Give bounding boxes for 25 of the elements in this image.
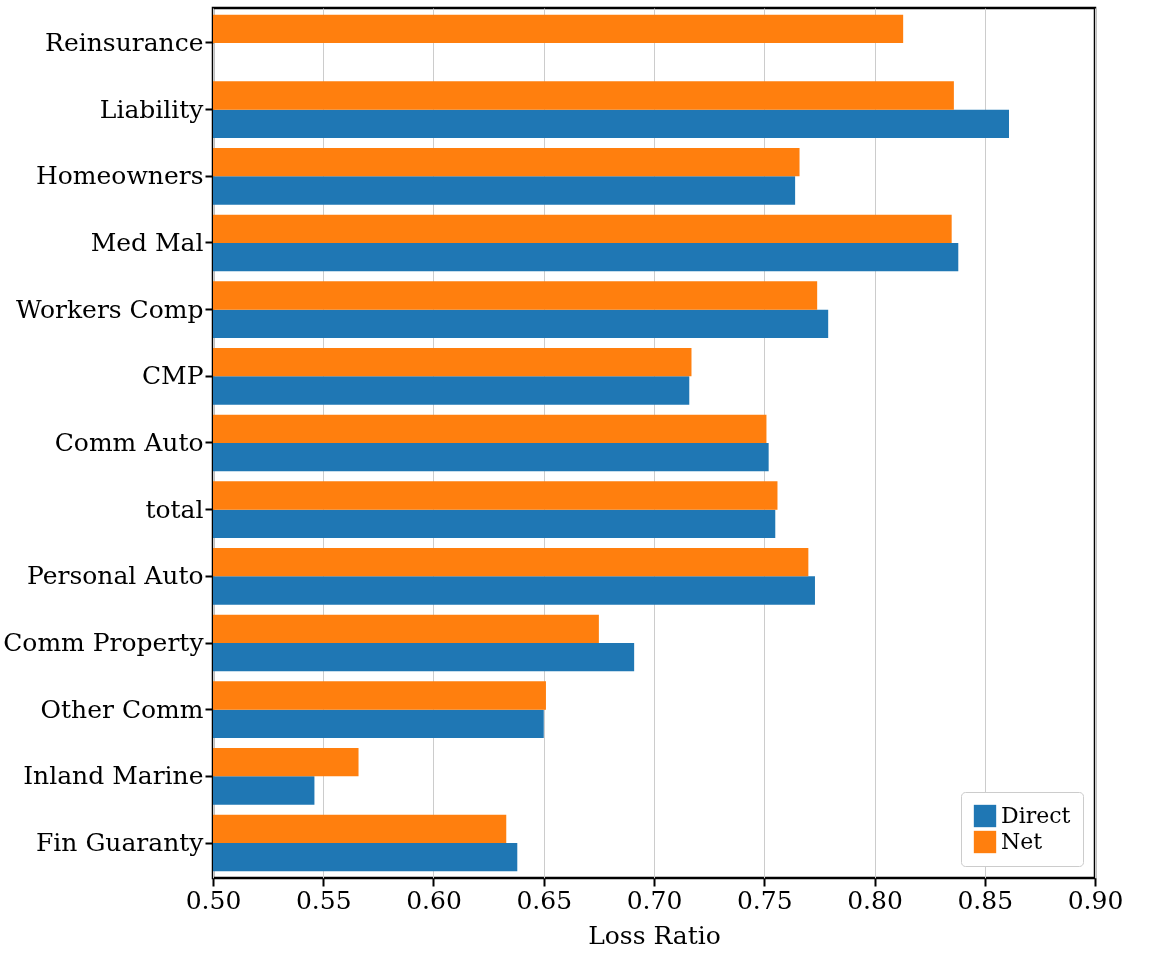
y-tick-label: Homeowners <box>36 161 204 191</box>
y-tick-label: total <box>145 494 204 524</box>
y-tick-label: Other Comm <box>40 694 204 724</box>
x-axis-title: Loss Ratio <box>588 920 721 950</box>
y-tick-label: Med Mal <box>90 228 204 257</box>
y-tick-label: Comm Auto <box>54 428 204 457</box>
legend-label: Direct <box>1001 803 1071 828</box>
legend-label: Net <box>1001 829 1043 854</box>
y-tick-label: CMP <box>141 361 204 391</box>
y-tick-label: Personal Auto <box>26 561 204 591</box>
y-tick-label: Reinsurance <box>45 28 204 57</box>
x-tick-label: 0.65 <box>516 885 573 915</box>
y-tick-label: Liability <box>99 94 205 124</box>
y-tick-label: Inland Marine <box>23 761 204 791</box>
x-tick-label: 0.80 <box>847 885 903 915</box>
x-tick-label: 0.90 <box>1067 885 1124 915</box>
x-tick-label: 0.60 <box>406 885 462 915</box>
x-tick-label: 0.50 <box>185 885 242 915</box>
y-tick-label: Comm Property <box>3 628 205 657</box>
x-tick-label: 0.55 <box>295 885 352 915</box>
y-tick-label: Workers Comp <box>15 294 204 324</box>
x-tick-label: 0.75 <box>736 885 793 915</box>
x-tick-label: 0.70 <box>626 885 683 915</box>
y-tick-label: Fin Guaranty <box>36 828 205 857</box>
x-tick-label: 0.85 <box>957 885 1014 915</box>
